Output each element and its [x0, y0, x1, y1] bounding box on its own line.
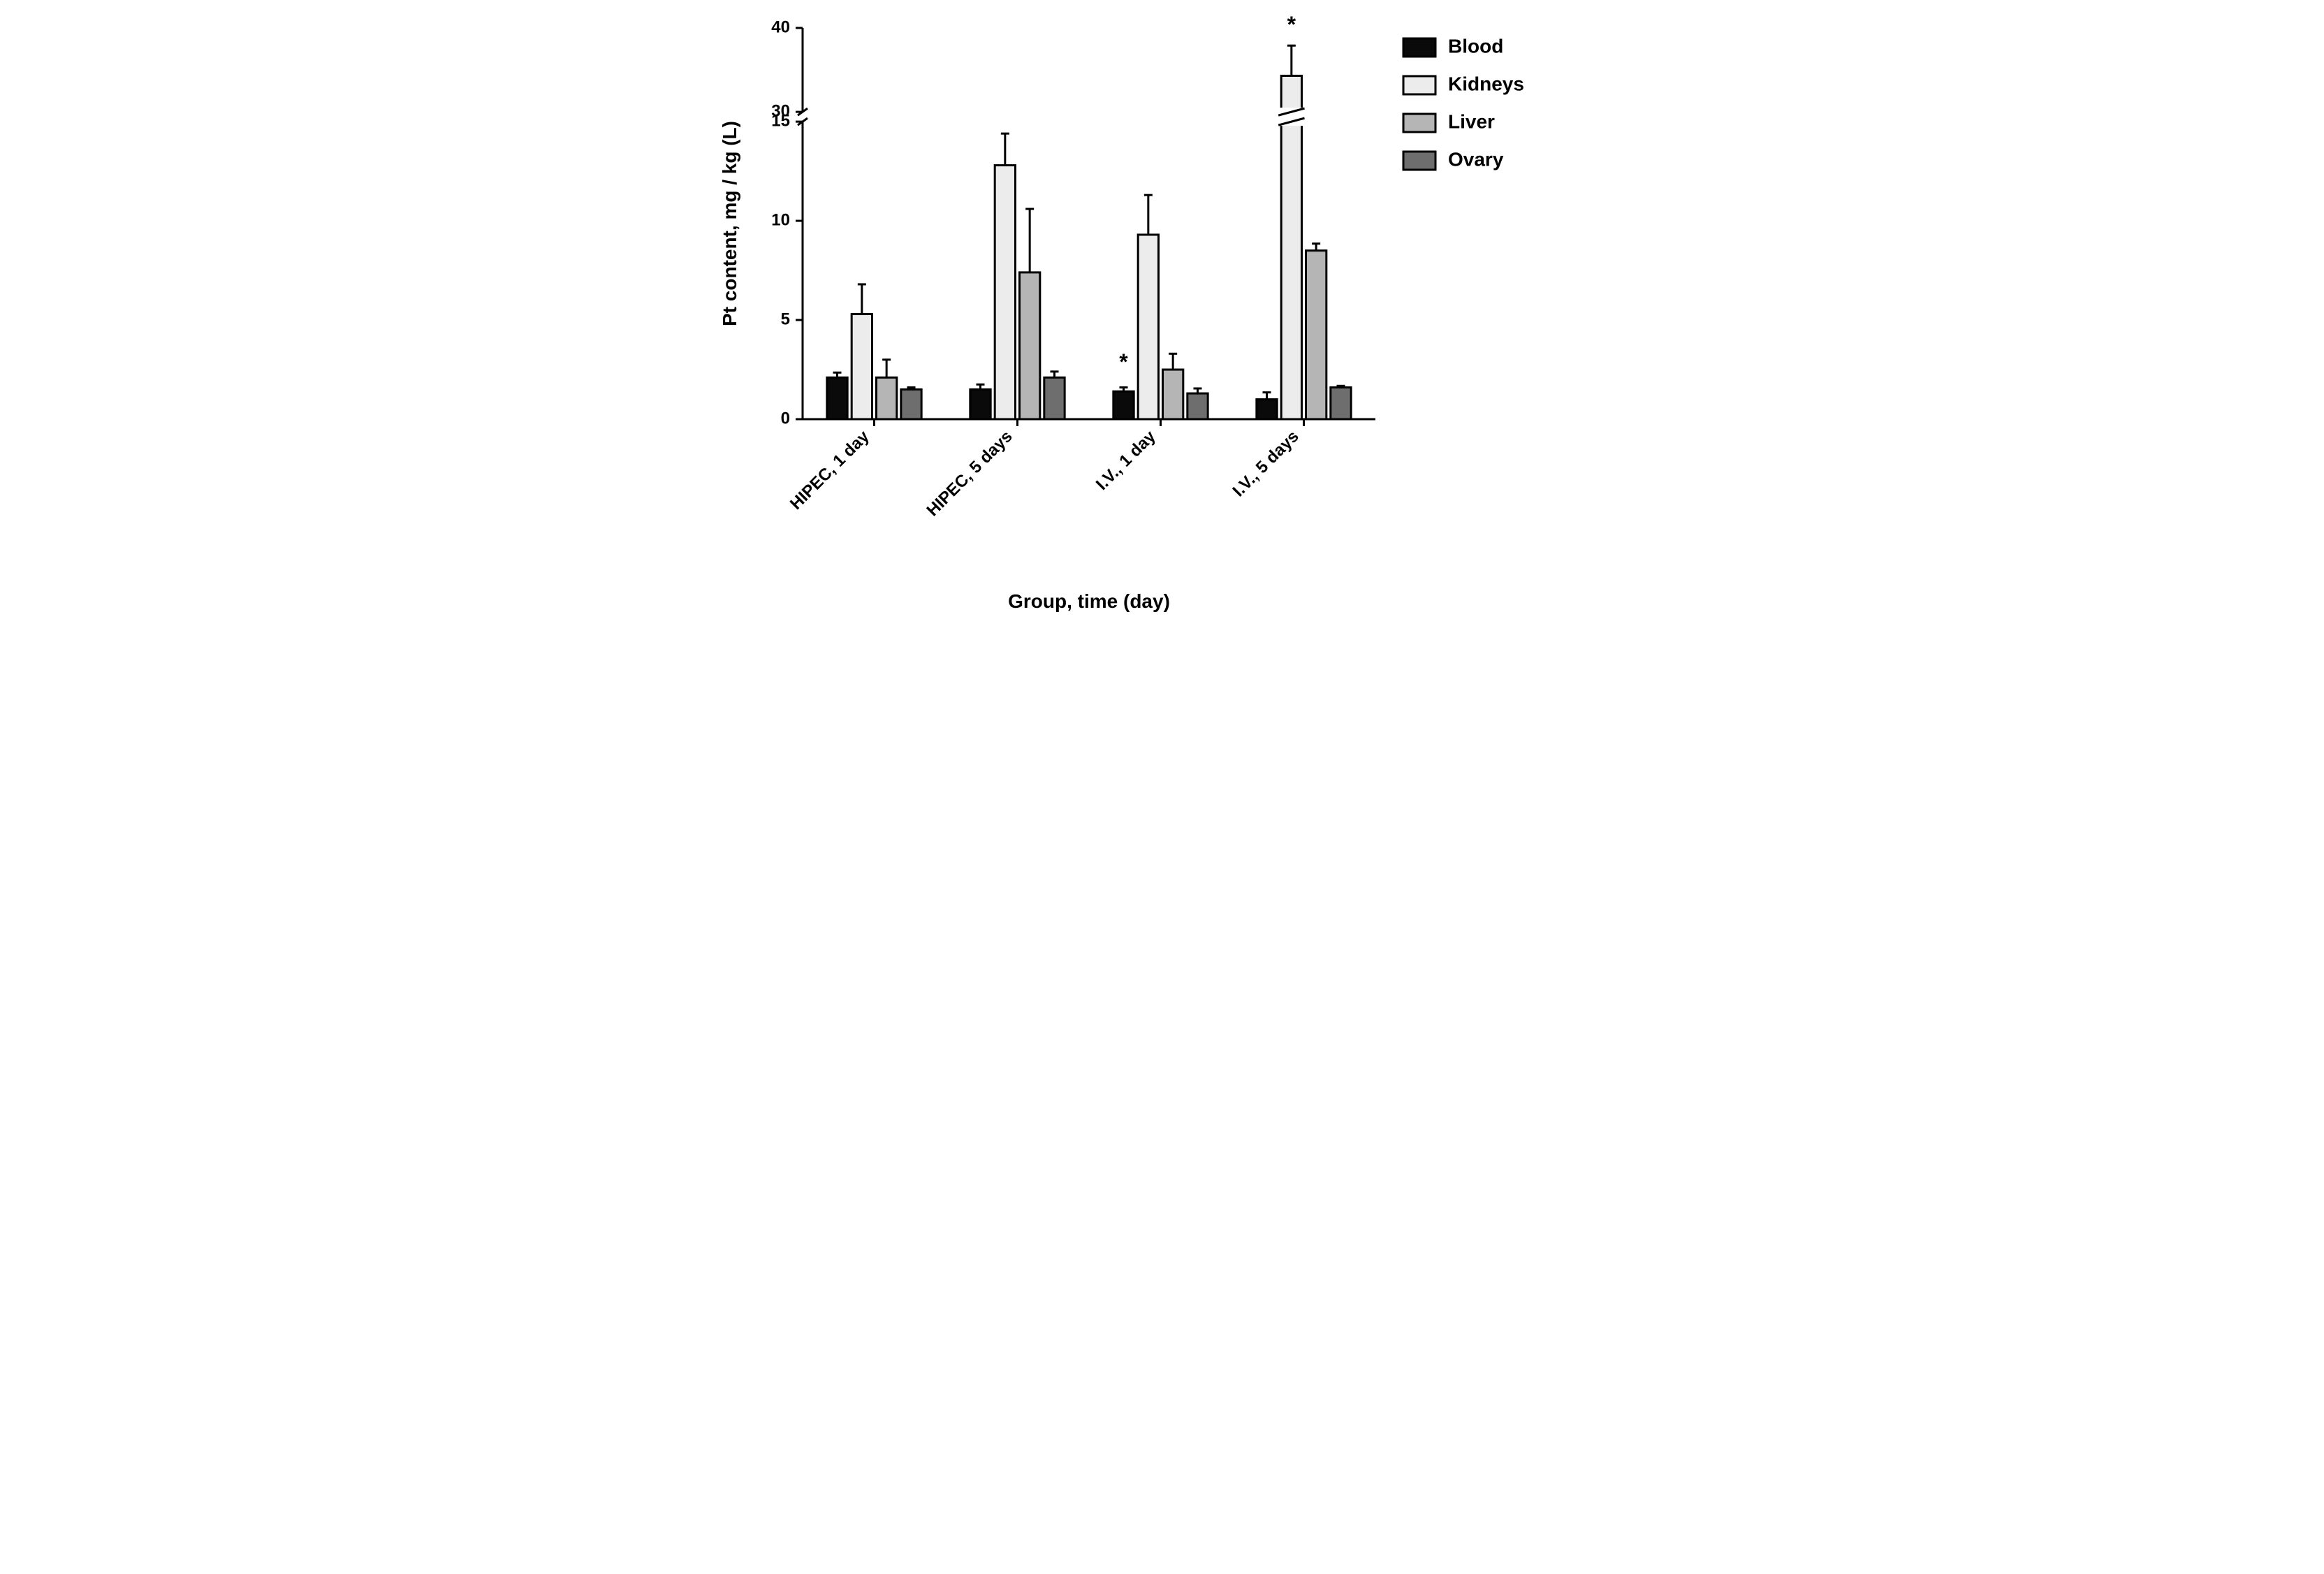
bar — [1019, 272, 1039, 419]
y-tick-label: 30 — [771, 101, 790, 120]
x-axis-label: Group, time (day) — [1008, 590, 1170, 612]
bar — [876, 377, 896, 419]
y-tick-label: 5 — [780, 309, 789, 328]
legend-label: Ovary — [1448, 148, 1504, 170]
bar — [1162, 370, 1183, 419]
legend-label: Kidneys — [1448, 73, 1524, 94]
bar-lower-segment — [1281, 122, 1301, 419]
legend-swatch — [1403, 76, 1435, 94]
legend-label: Liver — [1448, 110, 1495, 132]
legend-swatch — [1403, 38, 1435, 57]
y-tick-label: 0 — [780, 409, 789, 428]
bar — [970, 389, 990, 419]
bar — [1330, 388, 1350, 419]
bar — [852, 314, 872, 419]
legend-label: Blood — [1448, 35, 1503, 57]
bar — [1138, 235, 1158, 419]
bar — [995, 166, 1015, 419]
y-tick-label: 10 — [771, 210, 790, 229]
bar — [1044, 377, 1064, 419]
legend-swatch — [1403, 114, 1435, 132]
bar — [826, 377, 847, 419]
chart-container: 0510153040Pt content, mg / kg (L)HIPEC, … — [698, 0, 1627, 629]
bar — [1306, 251, 1326, 419]
y-tick-label: 40 — [771, 17, 790, 36]
y-axis-label: Pt content, mg / kg (L) — [719, 121, 740, 326]
bar — [900, 389, 921, 419]
legend-swatch — [1403, 152, 1435, 170]
bar — [1187, 393, 1207, 419]
bar — [1256, 400, 1276, 419]
bar — [1113, 391, 1133, 419]
significance-marker: * — [1119, 349, 1128, 374]
bar-upper-segment — [1281, 75, 1301, 112]
significance-marker: * — [1287, 12, 1296, 37]
